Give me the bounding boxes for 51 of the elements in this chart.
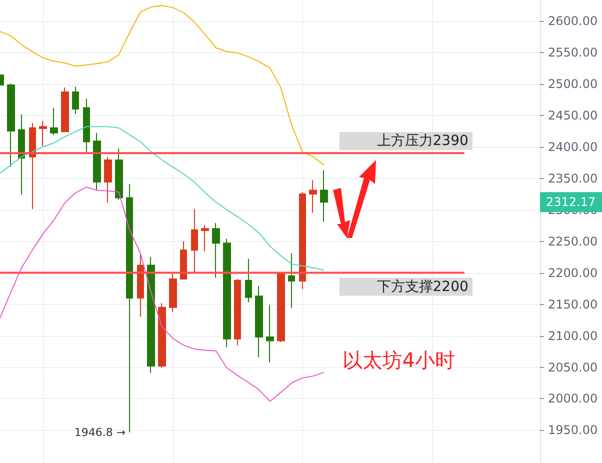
candlestick	[201, 224, 209, 252]
candlestick	[223, 238, 231, 348]
candlestick	[104, 156, 112, 204]
candlestick	[255, 285, 263, 358]
candlestick	[180, 240, 187, 280]
candlestick	[7, 83, 15, 168]
candlestick	[158, 302, 166, 368]
candlestick	[320, 170, 328, 222]
line-series	[0, 186, 324, 402]
line-series	[0, 126, 324, 271]
y-tick-label: 2000.00	[548, 392, 598, 406]
candlestick	[93, 132, 101, 191]
y-tick-label: 2450.00	[548, 108, 598, 122]
y-tick-label: 2050.00	[548, 360, 598, 374]
candlestick	[191, 208, 198, 274]
annotation: 1946.8 →	[74, 426, 126, 439]
ref-line-label: 下方支撑2200	[376, 278, 468, 295]
text: 2312.17	[546, 195, 596, 210]
y-tick-label: 2550.00	[548, 45, 598, 60]
y-tick-label: 2350.00	[548, 171, 598, 186]
y-tick-label: 1950.00	[548, 423, 598, 438]
candlestick	[245, 258, 252, 303]
candlestick	[277, 271, 285, 343]
y-tick-label: 2250.00	[548, 234, 598, 248]
candlestick	[18, 114, 25, 196]
candlestick	[309, 180, 317, 214]
candlestick	[212, 222, 220, 278]
candlestick	[115, 148, 123, 200]
candlestick	[299, 192, 306, 290]
y-tick-label: 2500.00	[548, 76, 598, 91]
y-tick-label: 2200.00	[548, 266, 598, 280]
candlestick	[169, 274, 177, 312]
candlestick	[50, 107, 58, 136]
y-tick-label: 2150.00	[548, 297, 598, 312]
candlestick	[72, 86, 79, 115]
candlestick	[39, 120, 47, 147]
candlestick	[288, 252, 295, 309]
y-tick-label: 2100.00	[548, 328, 598, 343]
candlestick	[126, 183, 133, 433]
ref-line-label: 上方压力2390	[376, 133, 468, 150]
line-series	[0, 5, 324, 166]
y-tick-label: 2400.00	[548, 140, 598, 154]
y-tick-label: 2600.00	[548, 14, 598, 28]
candlestick	[61, 87, 69, 132]
text: 以太坊4小时	[342, 348, 456, 372]
candlestick	[234, 278, 241, 346]
candlestick	[29, 122, 36, 210]
candlestick	[83, 98, 90, 152]
candlestick	[137, 252, 144, 318]
candlestick	[147, 256, 155, 374]
candlestick	[266, 304, 274, 363]
